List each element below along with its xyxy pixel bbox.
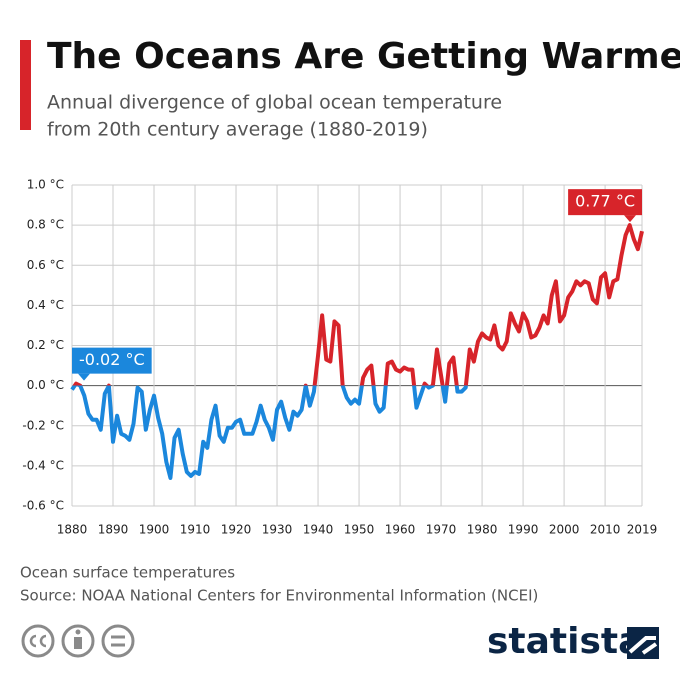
annotation-label: -0.02 °C <box>79 350 145 369</box>
y-tick-label: 1.0 °C <box>27 178 64 192</box>
y-tick-label: 0.0 °C <box>27 378 64 392</box>
license-icons <box>21 624 135 658</box>
x-tick-label: 1880 <box>57 523 88 537</box>
x-tick-label: 1970 <box>426 523 457 537</box>
y-tick-label: 0.4 °C <box>27 298 64 312</box>
x-tick-label: 1960 <box>385 523 416 537</box>
annotation-pointer <box>624 215 636 223</box>
annotation: 0.77 °C <box>568 189 642 223</box>
temperature-line <box>70 223 644 480</box>
x-tick-label: 1950 <box>344 523 375 537</box>
y-tick-label: -0.2 °C <box>22 418 64 432</box>
x-tick-label: 1940 <box>303 523 334 537</box>
annotation-label: 0.77 °C <box>575 192 635 211</box>
title-accent <box>20 40 31 130</box>
y-tick-label: -0.6 °C <box>22 499 64 513</box>
annotation: -0.02 °C <box>72 347 152 381</box>
x-tick-label: 1900 <box>139 523 170 537</box>
brand-icon <box>627 627 659 659</box>
y-tick-label: 0.8 °C <box>27 218 64 232</box>
note: Ocean surface temperatures <box>20 564 235 582</box>
annotation-pointer <box>78 373 90 381</box>
x-tick-label: 2000 <box>549 523 580 537</box>
chart-title: The Oceans Are Getting Warmer <box>47 36 680 77</box>
source: Source: NOAA National Centers for Enviro… <box>20 587 538 605</box>
chart-subtitle: from 20th century average (1880-2019) <box>47 119 428 141</box>
x-tick-label: 1980 <box>467 523 498 537</box>
x-tick-label: 2019 <box>627 523 658 537</box>
x-tick-label: 1890 <box>98 523 129 537</box>
x-tick-label: 1910 <box>180 523 211 537</box>
y-tick-label: 0.2 °C <box>27 338 64 352</box>
annotation-box <box>568 189 642 216</box>
x-tick-label: 1930 <box>262 523 293 537</box>
x-tick-label: 1990 <box>508 523 539 537</box>
annotation-box <box>72 347 152 374</box>
x-tick-label: 2010 <box>590 523 621 537</box>
y-tick-label: -0.4 °C <box>22 458 64 472</box>
x-tick-label: 1920 <box>221 523 252 537</box>
brand: statista <box>487 621 642 662</box>
y-tick-label: 0.6 °C <box>27 258 64 272</box>
chart-subtitle: Annual divergence of global ocean temper… <box>47 92 502 114</box>
